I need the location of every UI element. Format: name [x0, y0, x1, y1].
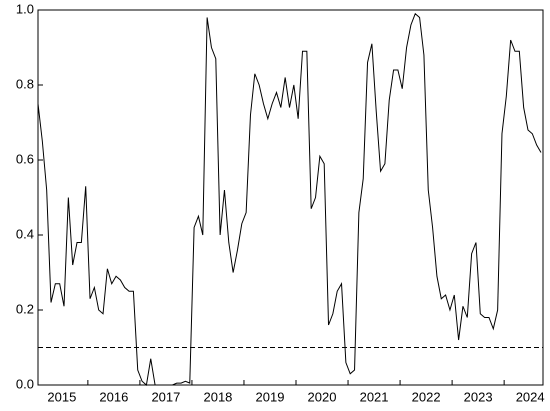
y-tick-label: 0.0 [16, 376, 34, 391]
x-tick-label: 2020 [308, 389, 337, 404]
x-tick-label: 2016 [99, 389, 128, 404]
y-tick-label: 0.2 [16, 301, 34, 316]
x-tick-label: 2022 [412, 389, 441, 404]
y-tick-label: 0.8 [16, 76, 34, 91]
plot-frame [37, 9, 544, 386]
x-tick-label: 2018 [203, 389, 232, 404]
data-line [37, 12, 542, 386]
x-tick-label: 2019 [256, 389, 285, 404]
x-tick-label: 2021 [360, 389, 389, 404]
x-tick-label: 2015 [47, 389, 76, 404]
y-tick-label: 0.4 [16, 226, 34, 241]
y-tick-label: 1.0 [16, 1, 34, 16]
y-tick-label: 0.6 [16, 151, 34, 166]
x-tick-label: 2023 [464, 389, 493, 404]
x-tick-label: 2017 [151, 389, 180, 404]
x-tick-label: 2024 [516, 389, 545, 404]
